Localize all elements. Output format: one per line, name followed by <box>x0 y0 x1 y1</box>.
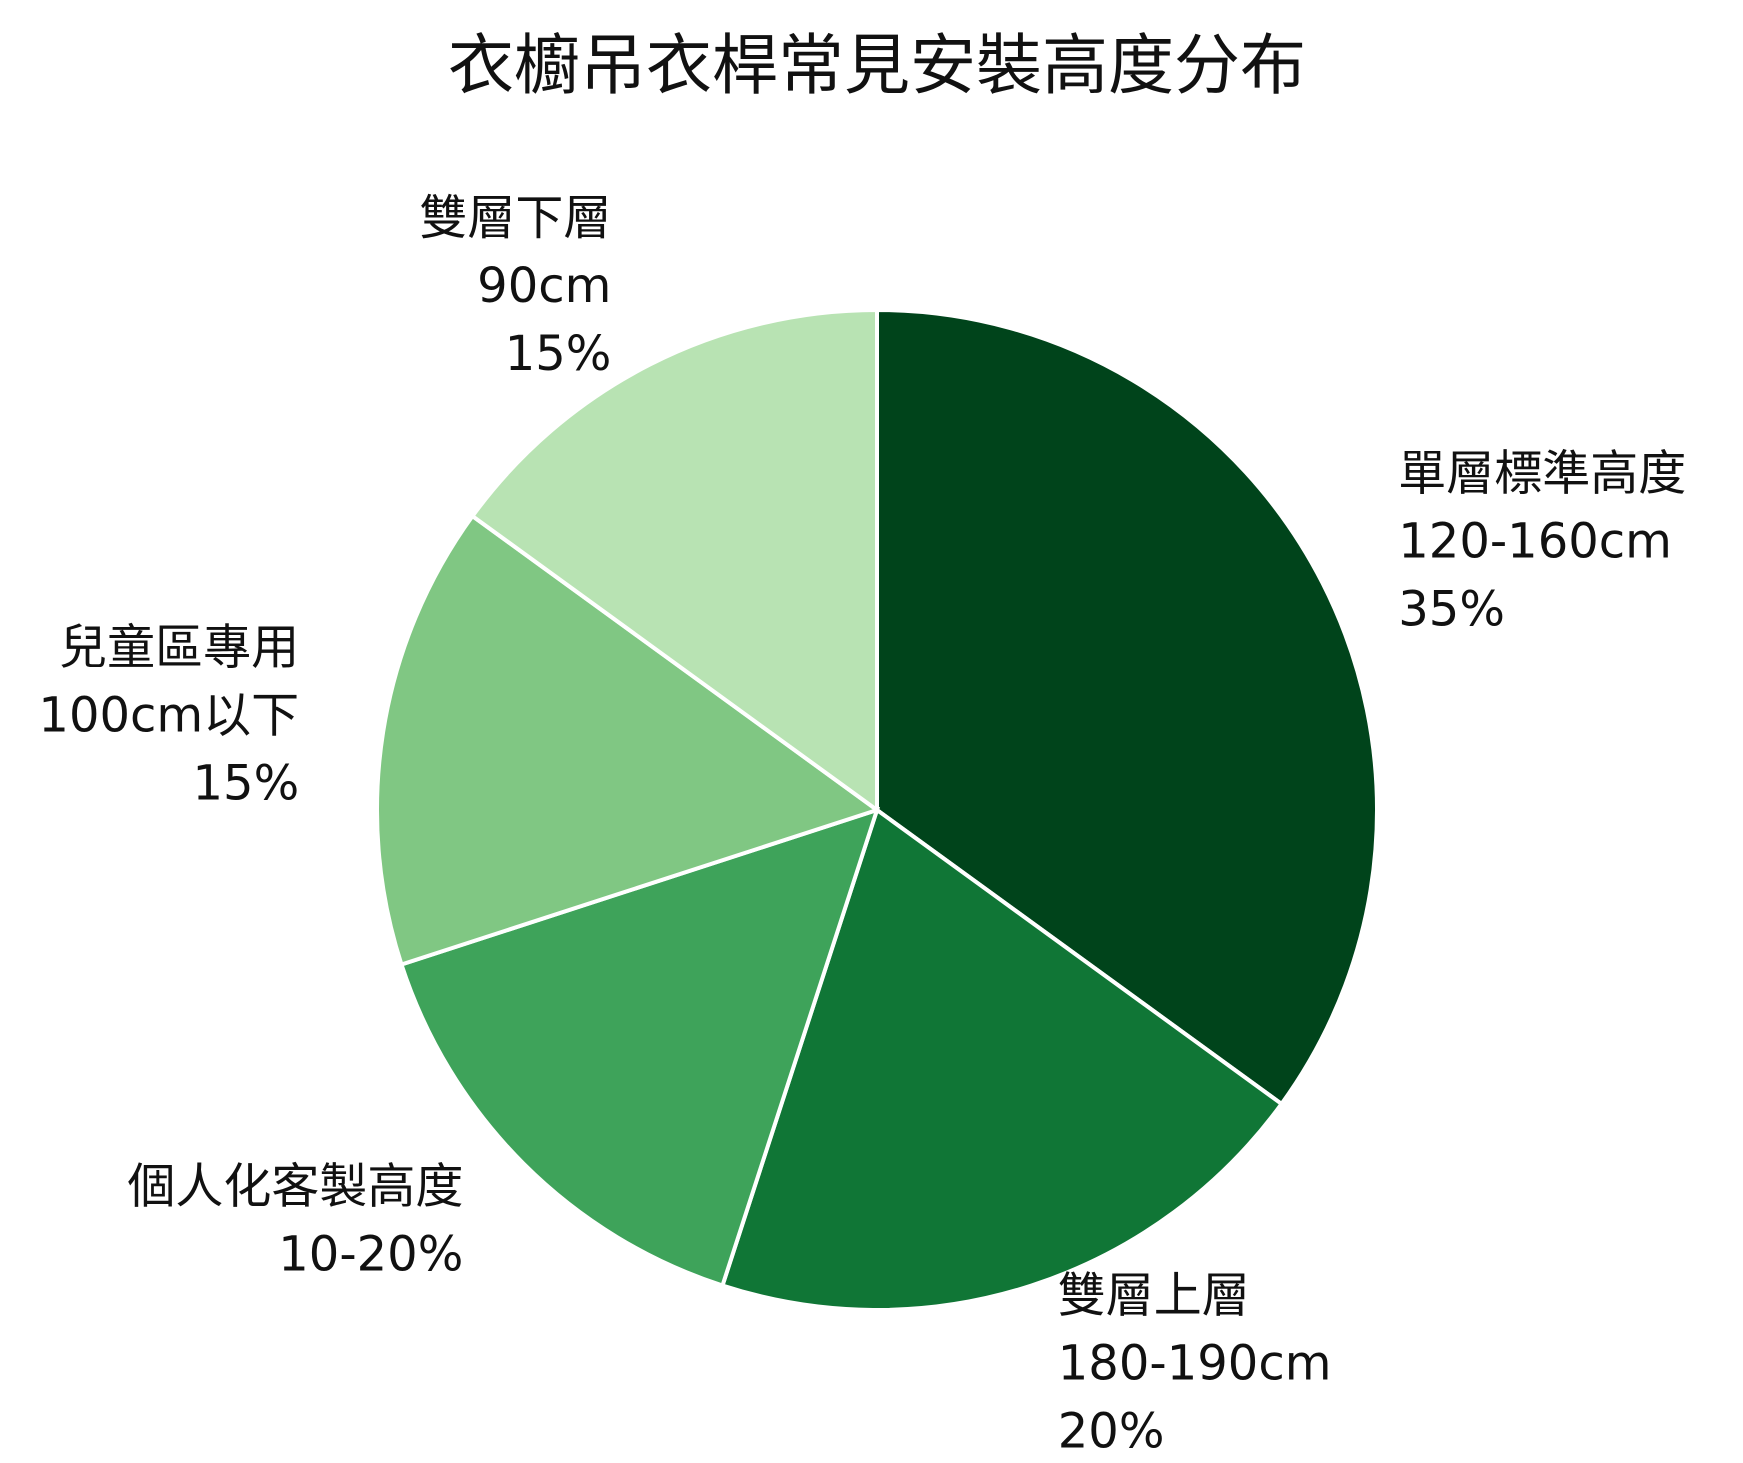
pie-slice <box>375 513 882 968</box>
slice-label: 20% <box>1058 1403 1165 1459</box>
chart-title: 衣櫥吊衣桿常見安裝高度分布 <box>448 27 1306 104</box>
slice-label: 180-190cm <box>1058 1335 1332 1391</box>
slice-label: 單層標準高度 <box>1398 445 1686 501</box>
slice-label: 35% <box>1398 581 1505 637</box>
slice-label: 10-20% <box>278 1227 463 1283</box>
slice-label: 雙層上層 <box>1058 1267 1250 1323</box>
pie-slice <box>469 307 879 814</box>
slice-label: 雙層下層 <box>419 190 611 246</box>
slice-label: 100cm以下 <box>38 687 299 743</box>
slice-label: 120-160cm <box>1398 513 1672 569</box>
pie-slice <box>719 806 1285 1312</box>
slice-label: 兒童區專用 <box>59 619 299 675</box>
pie-slice <box>398 806 881 1289</box>
slice-label: 90cm <box>477 258 611 314</box>
slice-label: 15% <box>193 755 300 811</box>
slice-label: 個人化客製高度 <box>127 1159 463 1215</box>
slice-label: 15% <box>505 326 612 382</box>
pie-slice <box>875 307 1379 1107</box>
